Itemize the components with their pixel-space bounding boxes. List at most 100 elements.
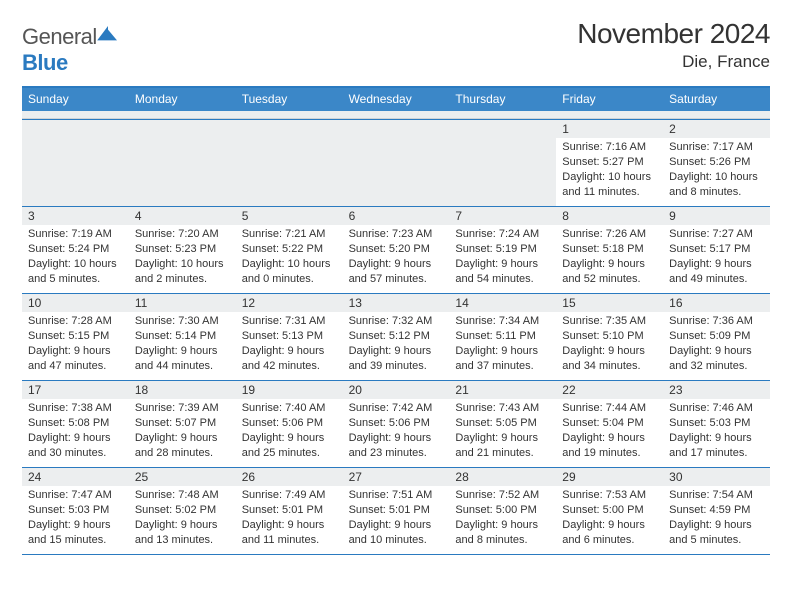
daylight-line: Daylight: 9 hours and 21 minutes.	[455, 431, 550, 461]
day-number: 9	[663, 207, 770, 225]
day-cell: 14Sunrise: 7:34 AMSunset: 5:11 PMDayligh…	[449, 294, 556, 380]
sunset-line: Sunset: 5:26 PM	[669, 155, 764, 170]
sunrise-line: Sunrise: 7:20 AM	[135, 227, 230, 242]
day-cell: 19Sunrise: 7:40 AMSunset: 5:06 PMDayligh…	[236, 381, 343, 467]
day-details: Sunrise: 7:42 AMSunset: 5:06 PMDaylight:…	[343, 399, 450, 464]
daylight-line: Daylight: 9 hours and 11 minutes.	[242, 518, 337, 548]
calendar-page: GeneralBlue November 2024 Die, France Su…	[0, 0, 792, 612]
week-row: 1Sunrise: 7:16 AMSunset: 5:27 PMDaylight…	[22, 119, 770, 206]
sunset-line: Sunset: 5:12 PM	[349, 329, 444, 344]
sunrise-line: Sunrise: 7:24 AM	[455, 227, 550, 242]
brand-logo: GeneralBlue	[22, 24, 119, 76]
day-number: 3	[22, 207, 129, 225]
day-cell: 23Sunrise: 7:46 AMSunset: 5:03 PMDayligh…	[663, 381, 770, 467]
sunset-line: Sunset: 5:24 PM	[28, 242, 123, 257]
sunset-line: Sunset: 5:23 PM	[135, 242, 230, 257]
day-number: 21	[449, 381, 556, 399]
day-cell: 7 Sunrise: 7:24 AMSunset: 5:19 PMDaylight…	[449, 207, 556, 293]
day-details: Sunrise: 7:23 AMSunset: 5:20 PMDaylight:…	[343, 225, 450, 290]
title-block: November 2024 Die, France	[577, 18, 770, 72]
day-cell: 26Sunrise: 7:49 AMSunset: 5:01 PMDayligh…	[236, 468, 343, 554]
brand-name: GeneralBlue	[22, 24, 119, 76]
day-cell: 12Sunrise: 7:31 AMSunset: 5:13 PMDayligh…	[236, 294, 343, 380]
sunrise-line: Sunrise: 7:28 AM	[28, 314, 123, 329]
sunset-line: Sunset: 5:18 PM	[562, 242, 657, 257]
sunset-line: Sunset: 5:03 PM	[669, 416, 764, 431]
day-details: Sunrise: 7:48 AMSunset: 5:02 PMDaylight:…	[129, 486, 236, 551]
daylight-line: Daylight: 9 hours and 13 minutes.	[135, 518, 230, 548]
day-number: 15	[556, 294, 663, 312]
sunrise-line: Sunrise: 7:47 AM	[28, 488, 123, 503]
calendar-bottom-rule	[22, 554, 770, 555]
daylight-line: Daylight: 9 hours and 54 minutes.	[455, 257, 550, 287]
sunset-line: Sunset: 5:14 PM	[135, 329, 230, 344]
day-details: Sunrise: 7:32 AMSunset: 5:12 PMDaylight:…	[343, 312, 450, 377]
sunrise-line: Sunrise: 7:26 AM	[562, 227, 657, 242]
day-number: 12	[236, 294, 343, 312]
location-label: Die, France	[577, 52, 770, 72]
daylight-line: Daylight: 9 hours and 52 minutes.	[562, 257, 657, 287]
sunset-line: Sunset: 5:01 PM	[242, 503, 337, 518]
day-cell: 25Sunrise: 7:48 AMSunset: 5:02 PMDayligh…	[129, 468, 236, 554]
sunrise-line: Sunrise: 7:53 AM	[562, 488, 657, 503]
daylight-line: Daylight: 9 hours and 37 minutes.	[455, 344, 550, 374]
brand-name-gray: General	[22, 24, 97, 49]
sunrise-line: Sunrise: 7:52 AM	[455, 488, 550, 503]
empty-cell	[236, 120, 343, 206]
day-details: Sunrise: 7:44 AMSunset: 5:04 PMDaylight:…	[556, 399, 663, 464]
week-row: 10Sunrise: 7:28 AMSunset: 5:15 PMDayligh…	[22, 293, 770, 380]
dow-tuesday: Tuesday	[236, 88, 343, 111]
day-number: 4	[129, 207, 236, 225]
sunrise-line: Sunrise: 7:51 AM	[349, 488, 444, 503]
day-number: 11	[129, 294, 236, 312]
sunrise-line: Sunrise: 7:27 AM	[669, 227, 764, 242]
day-cell: 21Sunrise: 7:43 AMSunset: 5:05 PMDayligh…	[449, 381, 556, 467]
day-cell: 17Sunrise: 7:38 AMSunset: 5:08 PMDayligh…	[22, 381, 129, 467]
dow-monday: Monday	[129, 88, 236, 111]
day-details: Sunrise: 7:40 AMSunset: 5:06 PMDaylight:…	[236, 399, 343, 464]
day-cell: 24Sunrise: 7:47 AMSunset: 5:03 PMDayligh…	[22, 468, 129, 554]
day-details: Sunrise: 7:38 AMSunset: 5:08 PMDaylight:…	[22, 399, 129, 464]
calendar-grid: SundayMondayTuesdayWednesdayThursdayFrid…	[22, 86, 770, 555]
day-number: 6	[343, 207, 450, 225]
day-number: 30	[663, 468, 770, 486]
daylight-line: Daylight: 9 hours and 28 minutes.	[135, 431, 230, 461]
sunrise-line: Sunrise: 7:48 AM	[135, 488, 230, 503]
empty-cell	[129, 120, 236, 206]
daylight-line: Daylight: 9 hours and 39 minutes.	[349, 344, 444, 374]
daylight-line: Daylight: 9 hours and 15 minutes.	[28, 518, 123, 548]
header-spacer	[22, 111, 770, 119]
sunset-line: Sunset: 5:19 PM	[455, 242, 550, 257]
day-cell: 15Sunrise: 7:35 AMSunset: 5:10 PMDayligh…	[556, 294, 663, 380]
day-number: 28	[449, 468, 556, 486]
sunset-line: Sunset: 5:08 PM	[28, 416, 123, 431]
day-details: Sunrise: 7:26 AMSunset: 5:18 PMDaylight:…	[556, 225, 663, 290]
day-cell: 16Sunrise: 7:36 AMSunset: 5:09 PMDayligh…	[663, 294, 770, 380]
sunrise-line: Sunrise: 7:35 AM	[562, 314, 657, 329]
daylight-line: Daylight: 10 hours and 11 minutes.	[562, 170, 657, 200]
sunset-line: Sunset: 5:02 PM	[135, 503, 230, 518]
dow-thursday: Thursday	[449, 88, 556, 111]
day-number: 7	[449, 207, 556, 225]
day-number: 27	[343, 468, 450, 486]
sunrise-line: Sunrise: 7:21 AM	[242, 227, 337, 242]
sunset-line: Sunset: 5:27 PM	[562, 155, 657, 170]
day-number: 10	[22, 294, 129, 312]
sunrise-line: Sunrise: 7:49 AM	[242, 488, 337, 503]
day-cell: 8Sunrise: 7:26 AMSunset: 5:18 PMDaylight…	[556, 207, 663, 293]
sunset-line: Sunset: 5:20 PM	[349, 242, 444, 257]
brand-name-blue: Blue	[22, 50, 68, 75]
daylight-line: Daylight: 9 hours and 5 minutes.	[669, 518, 764, 548]
day-number: 2	[663, 120, 770, 138]
sunset-line: Sunset: 5:17 PM	[669, 242, 764, 257]
day-cell: 1Sunrise: 7:16 AMSunset: 5:27 PMDaylight…	[556, 120, 663, 206]
day-details: Sunrise: 7:16 AMSunset: 5:27 PMDaylight:…	[556, 138, 663, 203]
day-details: Sunrise: 7:36 AMSunset: 5:09 PMDaylight:…	[663, 312, 770, 377]
sunset-line: Sunset: 5:03 PM	[28, 503, 123, 518]
day-details: Sunrise: 7:49 AMSunset: 5:01 PMDaylight:…	[236, 486, 343, 551]
daylight-line: Daylight: 10 hours and 0 minutes.	[242, 257, 337, 287]
day-details: Sunrise: 7:20 AMSunset: 5:23 PMDaylight:…	[129, 225, 236, 290]
week-row: 24Sunrise: 7:47 AMSunset: 5:03 PMDayligh…	[22, 467, 770, 554]
day-cell: 11Sunrise: 7:30 AMSunset: 5:14 PMDayligh…	[129, 294, 236, 380]
day-cell: 22Sunrise: 7:44 AMSunset: 5:04 PMDayligh…	[556, 381, 663, 467]
